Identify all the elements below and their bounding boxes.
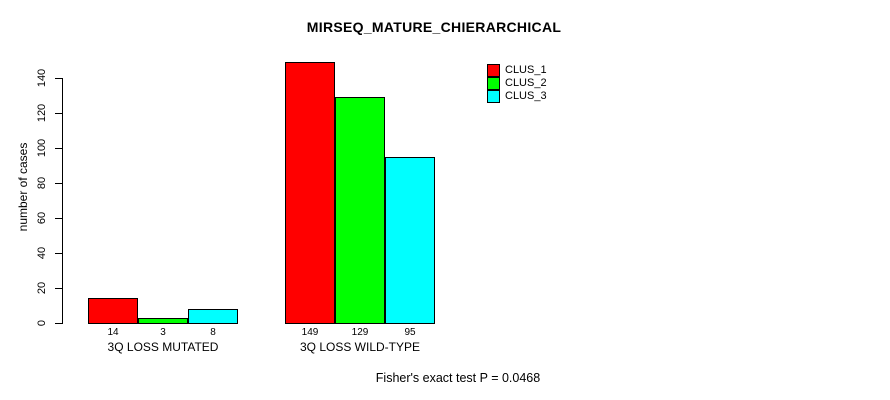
y-tick-label: 140 (36, 68, 48, 88)
legend-row: CLUS_1 (487, 64, 547, 77)
x-category-label: 3Q LOSS WILD-TYPE (299, 340, 421, 354)
y-tick-label: 100 (36, 138, 48, 158)
legend-row: CLUS_3 (487, 90, 547, 103)
y-tick-label: 0 (36, 319, 48, 327)
stat-annotation: Fisher's exact test P = 0.0468 (375, 371, 541, 385)
legend-swatch (487, 77, 500, 90)
y-axis-line (62, 78, 63, 324)
y-axis-tick (55, 218, 62, 219)
bar-clus_3-group1 (188, 309, 238, 324)
y-axis-tick (55, 288, 62, 289)
legend-label: CLUS_2 (505, 77, 547, 89)
legend-label: CLUS_1 (505, 64, 547, 76)
bar-clus_2-group2 (335, 97, 385, 324)
bar-value-label: 8 (210, 327, 216, 338)
legend-swatch (487, 64, 500, 77)
legend-swatch (487, 90, 500, 103)
y-tick-label: 20 (36, 281, 48, 295)
y-axis-tick (55, 183, 62, 184)
chart-title: MIRSEQ_MATURE_CHIERARCHICAL (306, 19, 562, 35)
bar-value-label: 149 (301, 327, 319, 338)
bar-value-label: 14 (107, 327, 119, 338)
legend: CLUS_1 CLUS_2 CLUS_3 (487, 64, 547, 103)
y-tick-label: 60 (36, 211, 48, 225)
y-axis-tick (55, 148, 62, 149)
y-tick-label: 40 (36, 246, 48, 260)
y-axis-tick (55, 78, 62, 79)
y-axis-tick (55, 323, 62, 324)
bar-clus_1-group2 (285, 62, 335, 324)
legend-row: CLUS_2 (487, 77, 547, 90)
x-category-label: 3Q LOSS MUTATED (107, 340, 219, 354)
legend-label: CLUS_3 (505, 90, 547, 102)
y-tick-label: 80 (36, 176, 48, 190)
y-tick-label: 120 (36, 103, 48, 123)
y-axis-tick (55, 253, 62, 254)
bar-value-label: 95 (404, 327, 416, 338)
bar-clus_3-group2 (385, 157, 435, 324)
y-axis-label: number of cases (16, 142, 30, 232)
bar-value-label: 129 (351, 327, 369, 338)
y-axis-tick (55, 113, 62, 114)
bar-clus_2-group1 (138, 318, 188, 324)
bar-clus_1-group1 (88, 298, 138, 324)
bar-value-label: 3 (160, 327, 166, 338)
